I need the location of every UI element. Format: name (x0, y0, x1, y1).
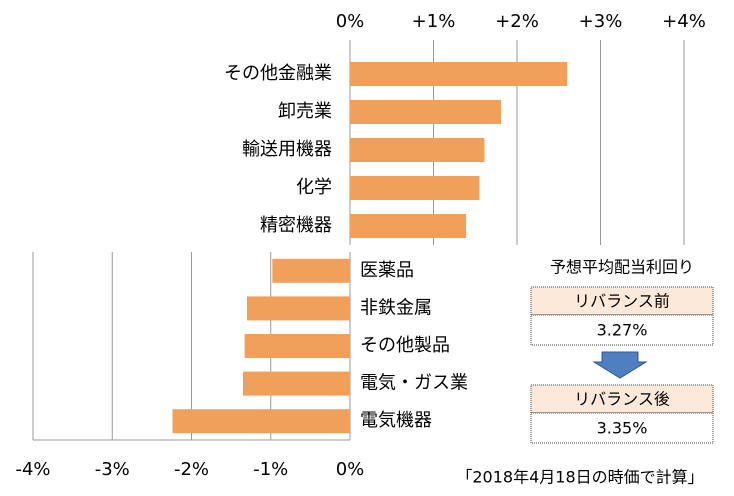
x-tick-label: -2% (174, 459, 209, 480)
x-tick-label: +1% (412, 11, 456, 32)
category-label: 精密機器 (260, 215, 332, 236)
bar (350, 214, 467, 238)
bar (272, 258, 350, 283)
x-tick-label: 0% (336, 11, 365, 32)
category-label: 医薬品 (360, 260, 414, 281)
category-label: 輸送用機器 (242, 139, 332, 160)
before-value-box (530, 314, 714, 346)
category-label: 電気機器 (360, 410, 432, 431)
category-label: 非鉄金属 (360, 297, 432, 318)
before-value: 3.27% (597, 321, 648, 340)
x-tick-label: +3% (579, 11, 623, 32)
x-tick-label: +2% (495, 11, 539, 32)
after-value: 3.35% (597, 419, 648, 438)
x-tick-label: -3% (95, 459, 130, 480)
bar (246, 296, 350, 321)
category-label: その他金融業 (224, 63, 332, 84)
after-label: リバランス後 (574, 390, 670, 409)
bar (350, 138, 485, 162)
category-label: 化学 (296, 177, 332, 198)
bar (244, 334, 350, 358)
bar (243, 371, 350, 396)
bar (350, 176, 480, 200)
bar (350, 100, 502, 124)
x-tick-label: 0% (336, 459, 365, 480)
bar (172, 409, 350, 434)
arrow (592, 351, 648, 379)
after-label-box (530, 384, 714, 414)
after-value-box (530, 412, 714, 444)
before-label: リバランス前 (574, 292, 670, 311)
x-tick-label: +4% (662, 11, 706, 32)
category-label: その他製品 (360, 335, 450, 356)
bar (350, 62, 568, 86)
box-title: 予想平均配当利回り (550, 258, 694, 277)
x-tick-label: -1% (253, 459, 288, 480)
category-label: 卸売業 (278, 101, 332, 122)
x-tick-label: -4% (15, 459, 50, 480)
note: 「2018年4月18日の時価で計算」 (456, 468, 703, 487)
category-label: 電気・ガス業 (360, 373, 468, 394)
before-label-box (530, 286, 714, 316)
